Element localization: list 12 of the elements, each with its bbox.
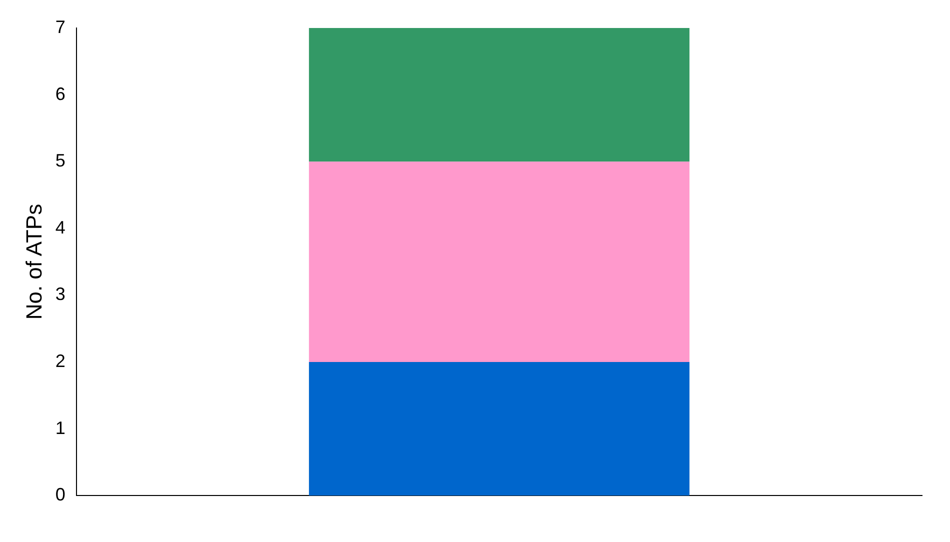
bar xyxy=(308,362,690,496)
bar xyxy=(308,162,690,362)
y-tick-label: 6 xyxy=(55,84,66,104)
y-tick-label: 4 xyxy=(55,217,66,238)
y-axis-title: No. of ATPs xyxy=(21,204,46,320)
y-tick-label: 7 xyxy=(55,16,66,37)
y-tick-label: 1 xyxy=(55,418,66,438)
y-tick-label: 2 xyxy=(55,350,66,371)
bar xyxy=(308,28,690,162)
y-tick-label: 3 xyxy=(55,284,66,304)
y-tick-label: 0 xyxy=(55,484,66,505)
y-tick-label: 5 xyxy=(55,150,66,171)
